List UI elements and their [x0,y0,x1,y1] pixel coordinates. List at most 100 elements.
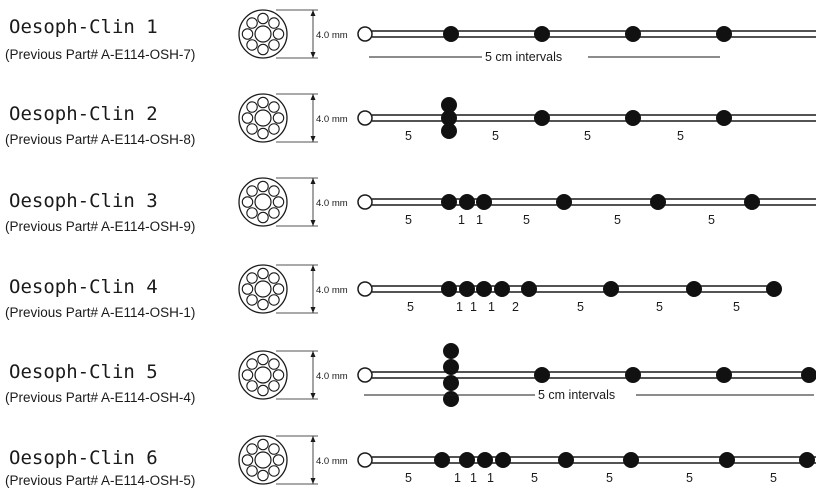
sensor-dot [766,281,782,297]
channel-lumen [246,123,258,135]
diameter-label: 4.0 mm [316,285,348,296]
sensor-dot [459,452,475,468]
channel-lumen [268,101,280,113]
channel-lumen [268,272,280,284]
channel-lumen [257,211,269,224]
channel-lumen [272,369,285,381]
channel-lumen [241,283,254,295]
arrow-down-icon [310,307,316,313]
channel-lumen [246,207,258,219]
channel-lumen [257,43,269,56]
channel-lumen [257,96,269,109]
arrow-up-icon [310,94,316,100]
diameter-dimension: 4.0 mm [276,264,348,314]
catheter-row-5: 4.0 mm 5 cm intervals [238,343,816,407]
channel-lumen [241,196,254,208]
cross-section-icon [238,177,288,227]
catheter-part-3: (Previous Part# A-E114-OSH-9) [5,219,196,234]
arrow-up-icon [310,436,316,442]
catheter-tip-icon [357,281,373,297]
diameter-label: 4.0 mm [316,30,348,41]
channel-lumen [246,443,258,455]
catheter-tip-icon [357,194,373,210]
spacing-label: 1 [470,471,477,485]
channel-lumen [257,267,269,280]
sensor-dot [716,26,732,42]
sensor-dot [625,367,641,383]
channel-lumen [268,39,280,51]
catheter-row-2: 4.0 mm 5 5 5 5 [238,93,816,143]
sensor-dot [556,194,572,210]
channel-lumen [241,112,254,124]
sensor-dot [441,97,457,113]
sensor-dot [650,194,666,210]
diameter-dimension: 4.0 mm [276,93,348,143]
channel-lumen [272,454,285,466]
sensor-dot [443,391,459,407]
sensor-dot [443,26,459,42]
diameter-label: 4.0 mm [316,456,348,467]
sensor-dot [443,375,459,391]
channel-lumen [268,465,280,477]
spacing-label: 1 [458,213,465,227]
arrow-up-icon [310,265,316,271]
sensor-dot [441,194,457,210]
arrow-down-icon [310,136,316,142]
catheter-part-1: (Previous Part# A-E114-OSH-7) [5,47,196,62]
sensor-dot [625,26,641,42]
channel-lumen [268,380,280,392]
arrow-down-icon [310,393,316,399]
diameter-label: 4.0 mm [316,198,348,209]
diameter-dimension: 4.0 mm [276,177,348,227]
central-lumen [254,366,272,384]
central-lumen [254,451,272,469]
catheter-name-6: Oesoph-Clin 6 [9,447,158,469]
arrow-down-icon [310,478,316,484]
spacing-label: 1 [476,213,483,227]
sensor-dot [534,26,550,42]
central-lumen [254,109,272,127]
spacing-label: 5 [492,129,499,143]
spacing-label: 5 [531,471,538,485]
spacing-label: 5 [686,471,693,485]
arrow-down-icon [310,220,316,226]
central-lumen [254,193,272,211]
spacing-label: 5 [405,471,412,485]
spacing-label: 1 [470,300,477,314]
channel-lumen [246,358,258,370]
channel-lumen [268,17,280,29]
catheter-tip-icon [357,452,373,468]
channel-lumen [241,369,254,381]
channel-lumen [268,207,280,219]
sensor-dot [716,110,732,126]
sensor-dot [441,281,457,297]
arrow-down-icon [310,52,316,58]
channel-lumen [268,185,280,197]
spacing-label: 1 [487,471,494,485]
channel-lumen [257,353,269,366]
spacing-label: 5 [733,300,740,314]
channel-lumen [246,185,258,197]
catheter-name-4: Oesoph-Clin 4 [9,276,158,298]
diameter-label: 4.0 mm [316,371,348,382]
channel-lumen [246,39,258,51]
channel-lumen [257,180,269,193]
spacing-label: 2 [512,300,519,314]
sensor-dot [459,281,475,297]
sensor-dot [625,110,641,126]
sensor-dot [443,343,459,359]
catheter-tip-icon [357,367,373,383]
channel-lumen [272,196,285,208]
spacing-label: 5 [677,129,684,143]
sensor-dot [477,452,493,468]
central-lumen [254,25,272,43]
channel-lumen [246,101,258,113]
channel-lumen [246,380,258,392]
channel-lumen [257,384,269,397]
sensor-dot [494,281,510,297]
channel-lumen [268,294,280,306]
spacing-label: 5 [584,129,591,143]
sensor-dot [801,367,816,383]
sensor-dot [521,281,537,297]
